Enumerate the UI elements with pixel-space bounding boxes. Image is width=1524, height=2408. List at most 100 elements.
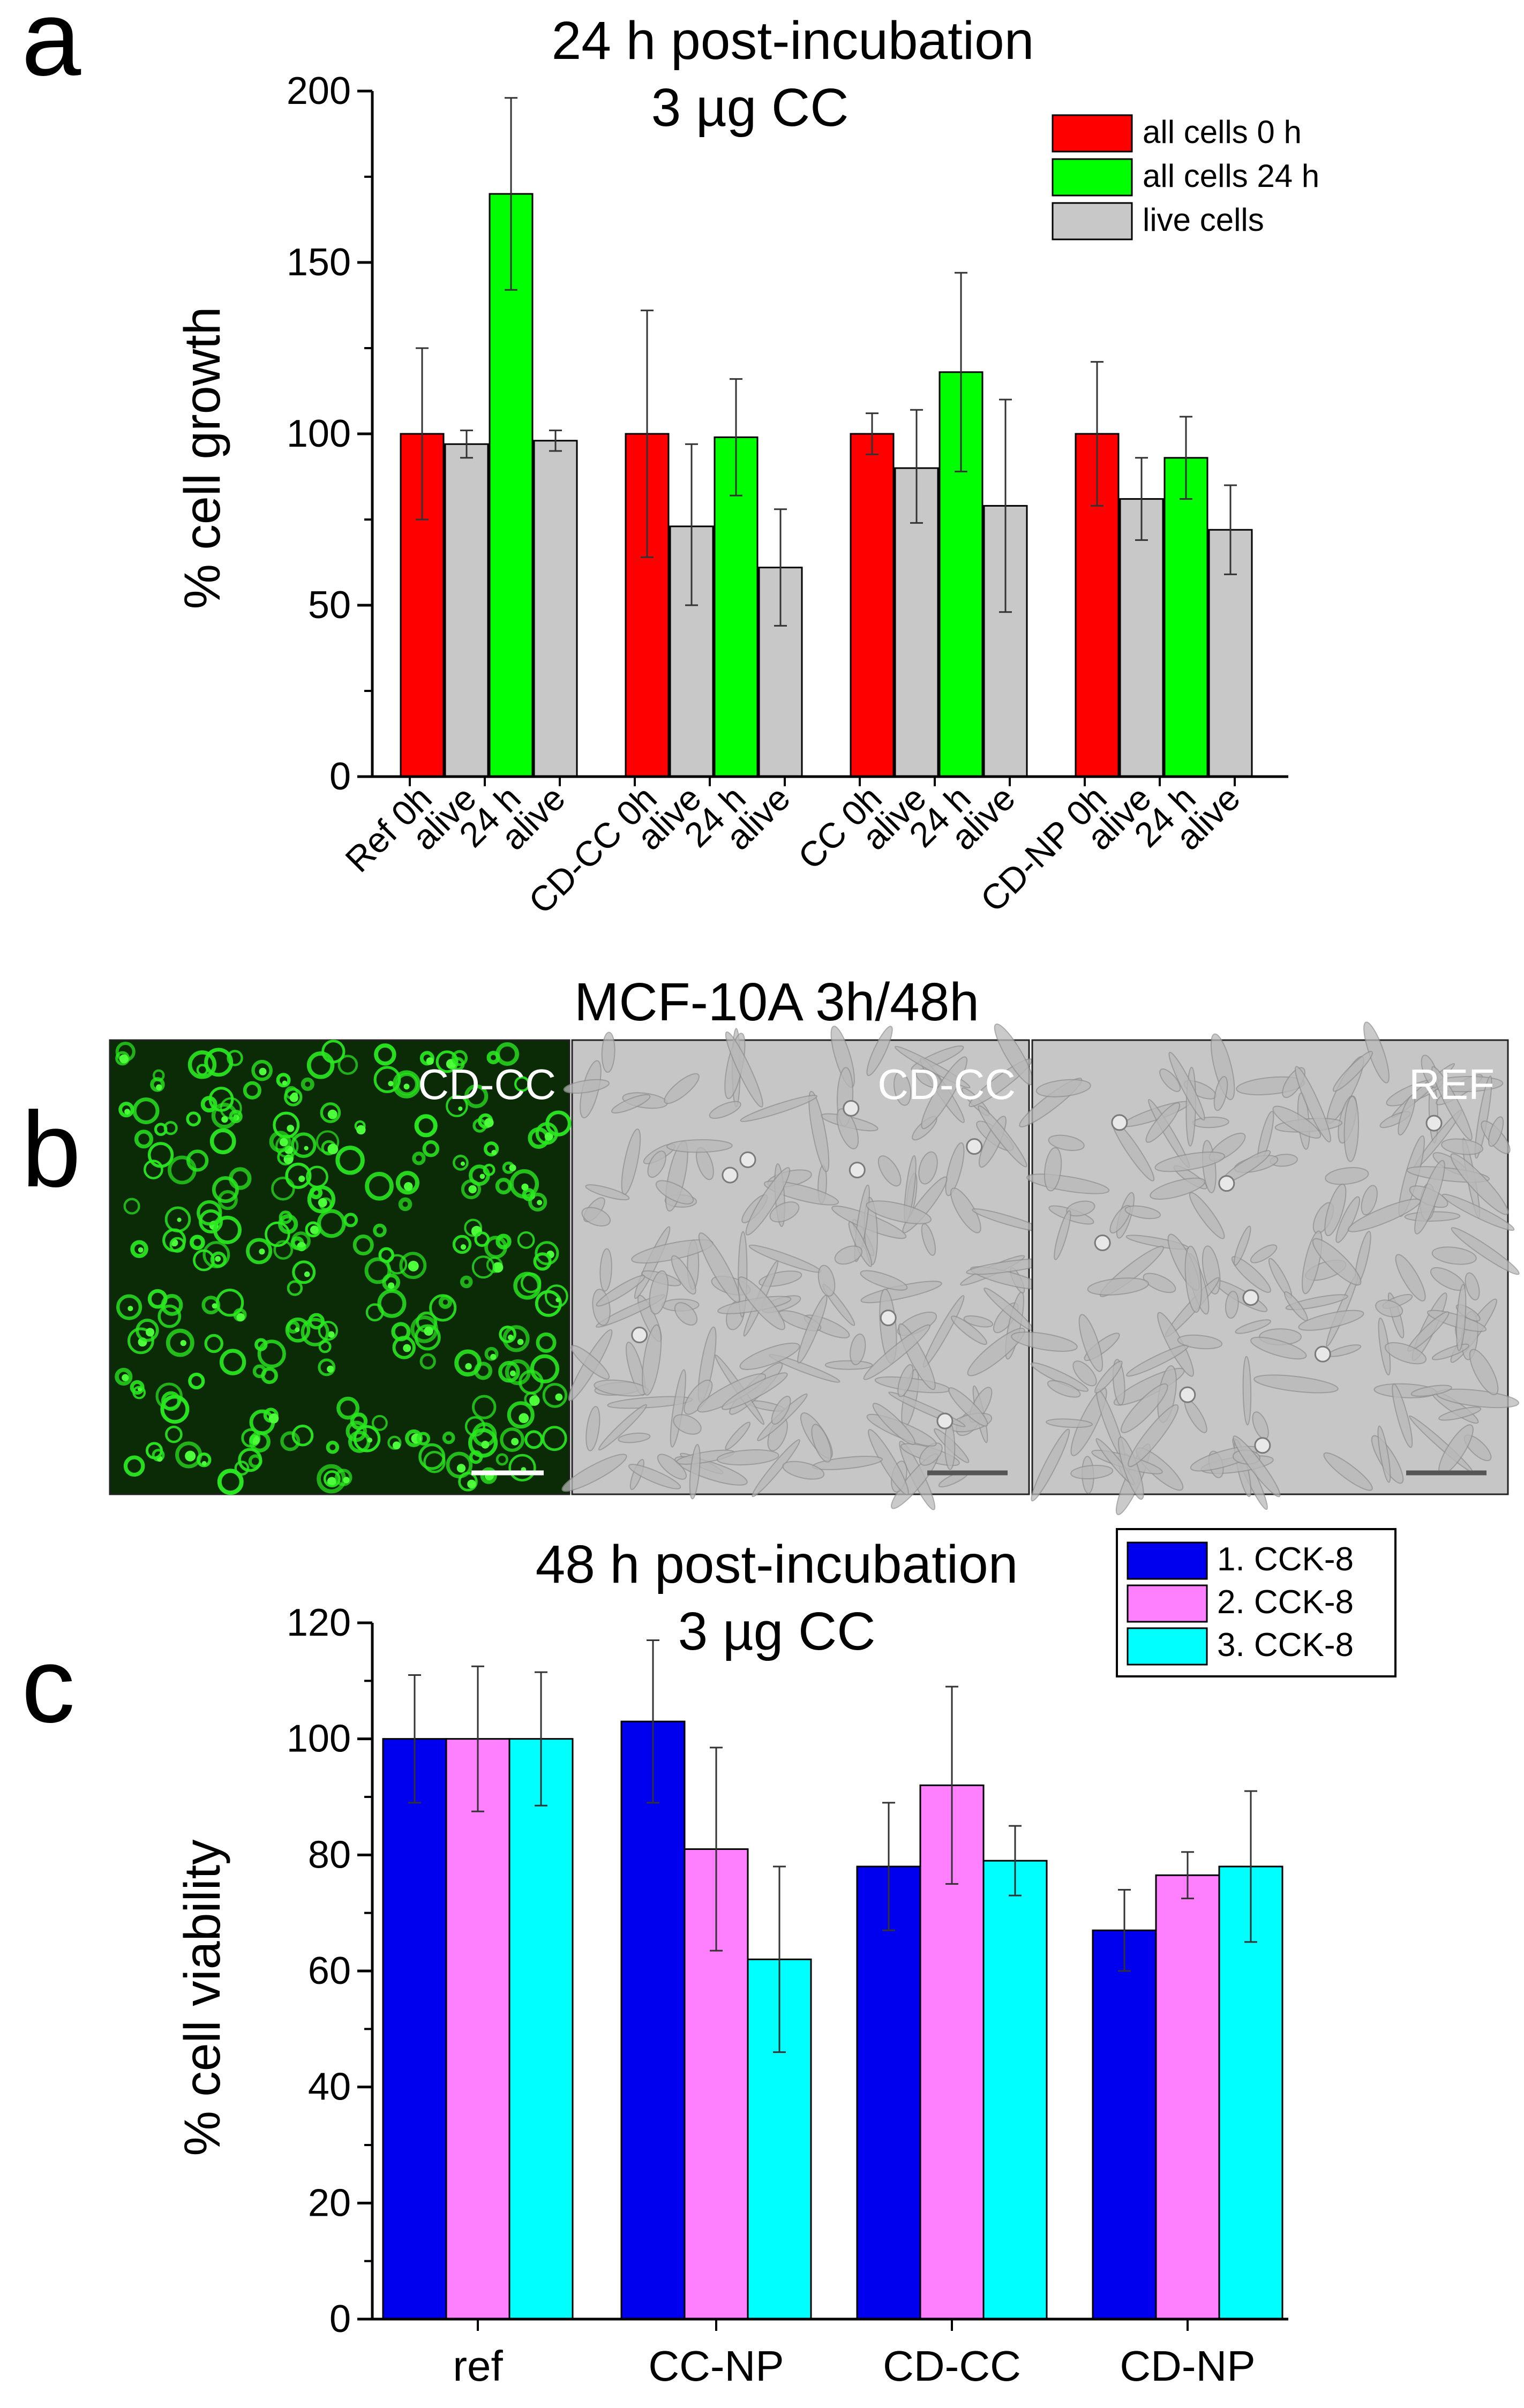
cell-dot [544, 1132, 553, 1141]
cell-outline [1283, 1291, 1308, 1321]
cell-outline [599, 1248, 612, 1292]
cell-outline [664, 1073, 700, 1104]
cell-fluorescence [168, 1155, 197, 1185]
cell-fluorescence [446, 1451, 473, 1479]
cell-dot [491, 1150, 497, 1155]
cell-dot [479, 1173, 485, 1179]
cell-outline [1225, 1291, 1239, 1319]
cell-outline [948, 1387, 988, 1427]
cell-fluorescence [378, 1247, 394, 1263]
cell-fluorescence [438, 1295, 452, 1309]
cell-fluorescence [134, 1130, 154, 1149]
cell-outline [919, 1442, 943, 1466]
cell-dot [327, 1365, 334, 1373]
cell-outline [850, 1333, 866, 1365]
y-tick-label: 40 [308, 2066, 351, 2109]
y-tick-label: 20 [308, 2181, 351, 2224]
cell-outline [671, 1255, 696, 1295]
cell-outline [666, 1139, 733, 1153]
cell-outline [1143, 1273, 1176, 1293]
cell-fluorescence [212, 1176, 239, 1203]
cell-dot [467, 1479, 476, 1489]
cell-outline [673, 1414, 702, 1435]
cell-outline [1072, 1360, 1097, 1387]
cell-fluorescence [542, 1383, 568, 1408]
cell-fluorescence [382, 1273, 400, 1292]
cell-fluorescence [496, 1233, 512, 1250]
legend-swatch [1052, 114, 1133, 153]
cell-outline [824, 1360, 873, 1370]
cell-dot [282, 1080, 287, 1086]
micrograph-title: MCF-10A 3h/48h [574, 972, 979, 1032]
cell-outline [1465, 1272, 1480, 1301]
y-tick-label: 80 [308, 1833, 351, 1876]
cell-fluorescence [147, 1142, 174, 1168]
cell-fluorescence [336, 1396, 359, 1420]
cell-dot [510, 1370, 516, 1376]
cell-fluorescence [392, 1070, 421, 1098]
cell-dot [279, 1138, 288, 1147]
cell-fluorescence [188, 1372, 205, 1390]
cell-outline [1235, 1319, 1272, 1334]
cell-fluorescence [323, 1470, 341, 1488]
cell-fluorescence [269, 1131, 291, 1153]
cell-fluorescence [517, 1231, 535, 1249]
axes: ref CC-NP CD-CC CD-NP 0 20 40 60 80 100 120 [287, 1601, 1288, 2390]
cell-outline [1438, 1406, 1482, 1421]
cell-outline [709, 1101, 741, 1119]
cell-fluorescence [472, 1395, 497, 1419]
round-cell [849, 1162, 866, 1179]
micrograph-label: REF [1409, 1060, 1495, 1108]
y-axis-label: % cell viability [174, 1839, 231, 2156]
cell-fluorescence [464, 1084, 489, 1109]
cell-fluorescence [474, 1231, 490, 1247]
cell-outline [877, 1155, 902, 1187]
cell-outline [1450, 1153, 1509, 1215]
cell-outline [657, 1454, 687, 1480]
bar [982, 1860, 1048, 2320]
cell-dot [460, 1244, 467, 1250]
micrograph-images: CD-CC CD-CC REF [109, 1021, 1520, 1515]
cell-outline [808, 1090, 830, 1172]
y-tick-label: 0 [329, 755, 351, 798]
cell-fluorescence [514, 1076, 530, 1092]
chart-subtitle: 3 µg CC [678, 1601, 876, 1661]
bar [533, 440, 578, 778]
cell-outline [1035, 1079, 1091, 1097]
cell-fluorescence [193, 1249, 215, 1271]
cell-fluorescence [335, 1146, 365, 1175]
cell-dot [458, 1106, 463, 1111]
bar [850, 433, 895, 778]
cell-outline [1145, 1102, 1181, 1143]
cell-fluorescence [130, 1240, 148, 1258]
bar-group [382, 1639, 1283, 2320]
cell-fluorescence [276, 1073, 291, 1088]
cell-fluorescence [163, 1121, 178, 1135]
cell-outline [674, 1302, 698, 1326]
cell-dot [392, 1441, 401, 1450]
cell-fluorescence [271, 1176, 295, 1201]
cell-outline [1210, 1033, 1235, 1100]
cell-outline [1118, 1436, 1144, 1500]
legend-label: 2. CCK-8 [1217, 1584, 1354, 1621]
legend-label: all cells 24 h [1143, 158, 1319, 194]
cell-fluorescence [508, 1454, 536, 1481]
panel-letter-b: b [21, 1090, 81, 1209]
cell-fluorescence [123, 1455, 145, 1477]
cell-dot [484, 1118, 494, 1127]
cell-outline [670, 1369, 686, 1448]
cell-dot [465, 1363, 472, 1370]
cell-dot [304, 1146, 309, 1150]
cell-fluorescence [480, 1467, 497, 1484]
bar [1155, 1874, 1220, 2320]
cell-outline [618, 1432, 651, 1443]
cell-dot [460, 1161, 465, 1166]
cell-fluorescence [352, 1235, 374, 1256]
cell-dot [122, 1374, 129, 1381]
cell-fluorescence [423, 1450, 446, 1473]
cell-fluorescence [412, 1152, 426, 1165]
cell-outline [1031, 1428, 1070, 1502]
cell-dot [492, 1262, 504, 1273]
cell-outline [1456, 1284, 1467, 1351]
